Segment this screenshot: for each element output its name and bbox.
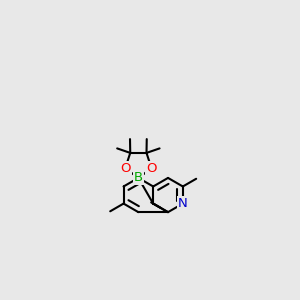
Text: B: B — [134, 171, 143, 184]
Text: O: O — [120, 162, 130, 175]
Text: O: O — [146, 162, 157, 175]
Text: N: N — [178, 197, 188, 210]
